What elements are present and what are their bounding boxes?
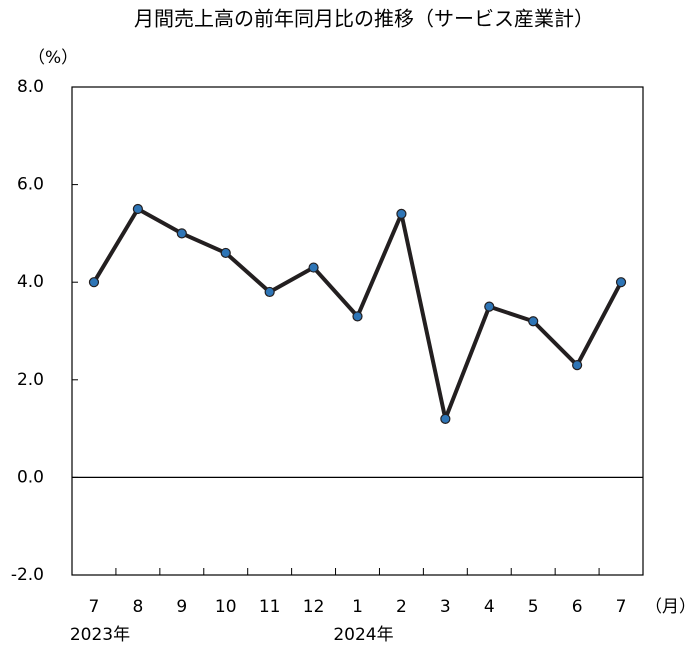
point-marker xyxy=(572,360,583,371)
x-tick-label: 5 xyxy=(528,597,539,617)
y-tick-label: 0.0 xyxy=(17,467,44,487)
x-tick-label: 3 xyxy=(440,597,451,617)
x-tick-label: 10 xyxy=(215,597,237,617)
year-label: 2024年 xyxy=(333,625,393,645)
y-tick-label: 4.0 xyxy=(17,272,44,292)
x-tick-label: 12 xyxy=(303,597,325,617)
point-marker xyxy=(440,413,451,424)
point-marker xyxy=(132,203,143,215)
point-marker xyxy=(88,277,100,288)
y-tick-label: 8.0 xyxy=(17,77,44,97)
x-tick-label: 7 xyxy=(616,597,627,617)
x-tick-label: 7 xyxy=(89,597,100,617)
x-tick-label: 11 xyxy=(259,597,281,617)
plot-frame xyxy=(71,86,644,576)
x-tick-label: 4 xyxy=(484,597,495,617)
x-tick-label: 8 xyxy=(132,597,143,617)
point-marker xyxy=(176,228,187,239)
year-label: 2023年 xyxy=(70,625,130,645)
x-axis-label: （月） xyxy=(645,597,689,617)
x-tick-label: 6 xyxy=(572,597,583,617)
y-axis-label: （%） xyxy=(28,48,78,68)
x-tick-label: 1 xyxy=(352,597,363,617)
point-marker xyxy=(264,286,275,298)
point-marker xyxy=(528,316,539,327)
y-tick-label: 2.0 xyxy=(17,370,44,390)
point-marker xyxy=(615,277,627,288)
point-marker xyxy=(220,247,231,259)
x-tick-label: 9 xyxy=(176,597,187,617)
x-tick-label: 2 xyxy=(396,597,407,617)
y-tick-label: -2.0 xyxy=(11,565,44,585)
point-marker xyxy=(396,208,407,219)
chart-title: 月間売上高の前年同月比の推移（サービス産業計） xyxy=(134,7,594,31)
point-marker xyxy=(484,301,495,312)
point-marker xyxy=(308,262,319,273)
point-marker xyxy=(352,311,363,322)
y-tick-label: 6.0 xyxy=(17,175,44,195)
